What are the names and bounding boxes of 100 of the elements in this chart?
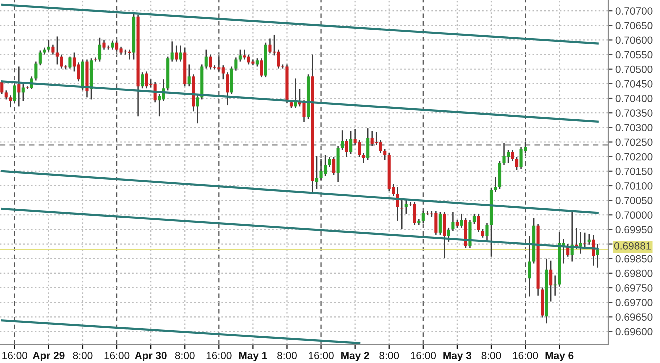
candlestick <box>579 231 582 255</box>
candlestick <box>452 212 455 232</box>
candlestick <box>320 158 323 181</box>
ref-line-label: 0.69881 <box>614 242 652 250</box>
x-tick-label: 16:00 <box>2 352 28 360</box>
y-tick-label: 0.70600 <box>616 36 653 44</box>
x-tick-label: 8:00 <box>278 352 297 360</box>
candlestick <box>434 210 438 236</box>
candlestick <box>502 142 506 166</box>
candlestick <box>438 212 442 236</box>
y-tick-label: 0.69950 <box>616 226 653 234</box>
candlestick <box>413 201 416 226</box>
candlestick <box>238 49 242 62</box>
y-tick-label: 0.70700 <box>616 8 653 15</box>
candlestick <box>515 156 519 171</box>
candlestick <box>277 49 280 70</box>
candlestick <box>550 260 553 302</box>
candlestick <box>260 58 264 78</box>
y-tick-label: 0.70350 <box>616 110 653 117</box>
x-tick-label: 8:00 <box>380 352 400 360</box>
candlestick <box>404 198 408 215</box>
candlestick <box>268 38 272 54</box>
y-tick-label: 0.70650 <box>616 22 653 30</box>
candlestick <box>196 94 200 124</box>
x-tick-label: Apr 30 <box>135 352 167 362</box>
candlestick <box>68 56 72 70</box>
candlestick <box>111 40 114 50</box>
candlestick <box>4 90 8 100</box>
y-tick-label: 0.70150 <box>616 168 653 176</box>
candlestick <box>38 50 42 66</box>
y-tick-label: 0.70500 <box>616 66 653 74</box>
x-tick-label: May 3 <box>444 352 472 362</box>
y-tick-label: 0.70400 <box>616 95 653 102</box>
y-tick-label: 0.70250 <box>616 138 653 146</box>
x-tick-label: 8:00 <box>175 352 195 360</box>
x-tick-label: May 1 <box>239 352 268 362</box>
candlestick <box>494 176 498 193</box>
x-tick-label: May 2 <box>342 352 370 362</box>
y-tick-label: 0.69600 <box>616 328 653 336</box>
candlestick <box>588 233 591 246</box>
x-tick-label: 8:00 <box>482 352 502 360</box>
candlestick <box>350 130 353 156</box>
candlestick <box>528 235 532 298</box>
candlestick <box>145 71 148 90</box>
y-tick-label: 0.69850 <box>616 255 653 263</box>
y-tick-label: 0.69650 <box>616 314 653 322</box>
x-tick-label: 16:00 <box>104 352 130 360</box>
candlestick <box>460 213 464 229</box>
candlestick <box>511 150 514 162</box>
x-tick-label: May 6 <box>546 352 574 362</box>
candlestick <box>209 54 212 70</box>
candlestick <box>222 64 225 80</box>
candlestick <box>422 210 425 224</box>
candlestick <box>366 128 370 161</box>
y-tick-label: 0.70450 <box>616 80 653 88</box>
candlestick <box>234 57 238 72</box>
candlestick <box>443 212 446 259</box>
candlestick <box>447 227 450 243</box>
y-tick-label: 0.70550 <box>616 51 653 59</box>
candlestick <box>472 213 476 225</box>
candlestick <box>34 61 38 82</box>
x-tick-label: 16:00 <box>206 352 232 360</box>
candlestick <box>204 49 208 70</box>
x-tick-label: 16:00 <box>513 352 538 360</box>
candlestick <box>56 36 59 66</box>
candlestick <box>498 160 502 190</box>
candlestick <box>98 37 102 62</box>
y-tick-label: 0.69800 <box>616 270 653 278</box>
candlestick <box>141 72 144 90</box>
x-tick-label: 16:00 <box>309 352 334 360</box>
candlestick <box>328 156 332 168</box>
candlestick <box>47 39 50 53</box>
candlestick <box>315 156 319 190</box>
y-tick-label: 0.70100 <box>616 182 653 190</box>
candlestick <box>370 130 374 147</box>
candlestick <box>218 56 221 72</box>
candlestick <box>18 66 21 108</box>
candlestick <box>477 213 480 233</box>
candlestick <box>302 100 306 124</box>
x-tick-label: Apr 29 <box>32 352 65 362</box>
y-tick-label: 0.70200 <box>616 153 653 161</box>
x-tick-label: 8:00 <box>73 352 93 360</box>
candlestick <box>332 156 336 176</box>
candlestick <box>345 138 348 158</box>
y-tick-label: 0.70050 <box>616 197 653 204</box>
candlestick <box>230 66 234 96</box>
y-tick-label: 0.69700 <box>616 299 653 306</box>
candlestick <box>358 140 362 158</box>
y-tick-label: 0.69750 <box>616 284 653 292</box>
candlestick <box>506 150 510 164</box>
candlestick <box>102 39 106 50</box>
candlestick <box>115 40 119 53</box>
candlestick <box>52 44 55 56</box>
candlestick <box>243 49 246 60</box>
candlestick <box>468 219 472 249</box>
candlestick <box>247 54 250 66</box>
candlestick <box>179 45 182 62</box>
candlestick <box>379 140 382 154</box>
candlestick <box>486 222 489 243</box>
y-tick-label: 0.70000 <box>616 212 653 220</box>
